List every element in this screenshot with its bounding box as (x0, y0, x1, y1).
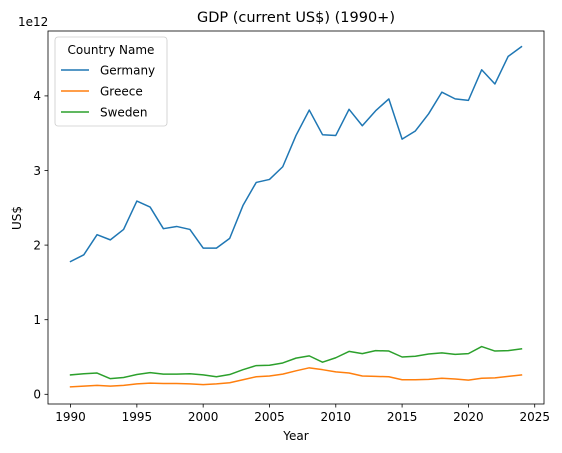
series-layer (69, 45, 523, 388)
x-axis-ticks: 1990 1995 2000 2005 2010 2015 2020 2025 (55, 404, 550, 424)
x-tick-label-2020: 2020 (453, 410, 484, 424)
y-tick-label-2: 2 (33, 238, 41, 252)
x-tick-label-2010: 2010 (321, 410, 352, 424)
series-line-greece (69, 367, 523, 388)
x-tick-label-2005: 2005 (254, 410, 285, 424)
y-tick-label-1: 1 (33, 313, 41, 327)
legend-box (54, 36, 168, 127)
legend-title: Country Name (68, 43, 155, 57)
x-tick-label-2000: 2000 (188, 410, 219, 424)
legend-label-greece: Greece (100, 84, 143, 98)
y-offset-label: 1e12 (18, 15, 48, 29)
series-line-germany (69, 45, 523, 263)
series-line-sweden (69, 345, 523, 380)
legend-label-sweden: Sweden (100, 105, 147, 119)
y-axis-label: US$ (10, 206, 24, 230)
x-tick-label-1990: 1990 (55, 410, 86, 424)
chart-title: GDP (current US$) (1990+) (197, 10, 395, 26)
y-tick-label-0: 0 (33, 388, 41, 402)
x-tick-label-2015: 2015 (387, 410, 418, 424)
plot-area-frame (47, 30, 545, 405)
x-axis-label: Year (282, 429, 308, 443)
x-tick-label-1995: 1995 (122, 410, 153, 424)
legend-label-germany: Germany (100, 63, 155, 77)
y-tick-label-3: 3 (33, 164, 41, 178)
legend-items: Germany Greece Sweden (61, 63, 155, 119)
y-tick-label-4: 4 (33, 89, 41, 103)
y-axis-ticks: 0 1 2 3 4 (33, 89, 48, 402)
legend: Country Name Germany Greece Sweden (54, 36, 168, 127)
x-tick-label-2025: 2025 (519, 410, 550, 424)
